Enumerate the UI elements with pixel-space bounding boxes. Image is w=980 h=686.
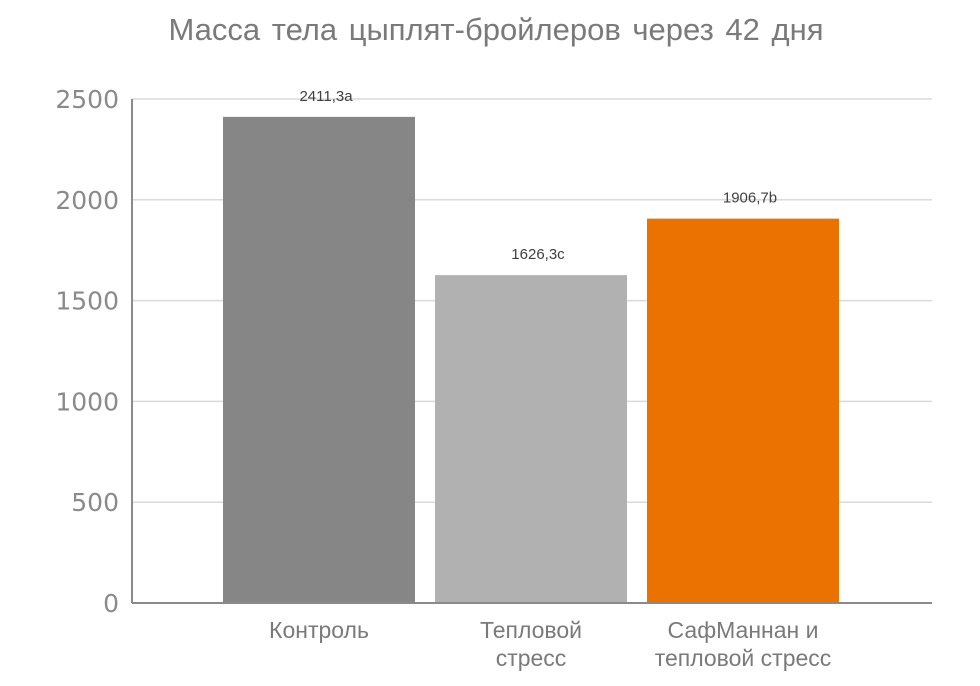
- bar-3: [647, 218, 839, 603]
- bar-1: [223, 116, 415, 603]
- y-tick-label: 500: [71, 488, 119, 517]
- x-tick-label: СафМаннан и: [668, 617, 819, 643]
- x-tick-label: стресс: [496, 645, 567, 671]
- y-axis-ticks: 0 500 1000 1500 2000 2500: [55, 85, 119, 618]
- bar-2: [435, 275, 627, 603]
- x-tick-label: тепловой стресс: [655, 645, 832, 671]
- data-label-1: 2411,3a: [299, 88, 353, 105]
- bars: [223, 116, 839, 603]
- y-tick-label: 2500: [55, 85, 119, 114]
- x-tick-label: Контроль: [269, 617, 369, 643]
- x-tick-label: Тепловой: [480, 617, 582, 643]
- data-label-3: 1906,7b: [723, 190, 777, 207]
- data-labels: 2411,3a 1626,3c 1906,7b: [299, 88, 777, 263]
- y-tick-label: 1000: [55, 387, 119, 416]
- y-tick-label: 2000: [55, 186, 119, 215]
- data-label-2: 1626,3c: [511, 246, 565, 263]
- y-tick-label: 0: [103, 589, 119, 618]
- chart-title: Масса тела цыплят-бройлеров через 42 дня: [168, 12, 823, 47]
- y-tick-label: 1500: [55, 287, 119, 316]
